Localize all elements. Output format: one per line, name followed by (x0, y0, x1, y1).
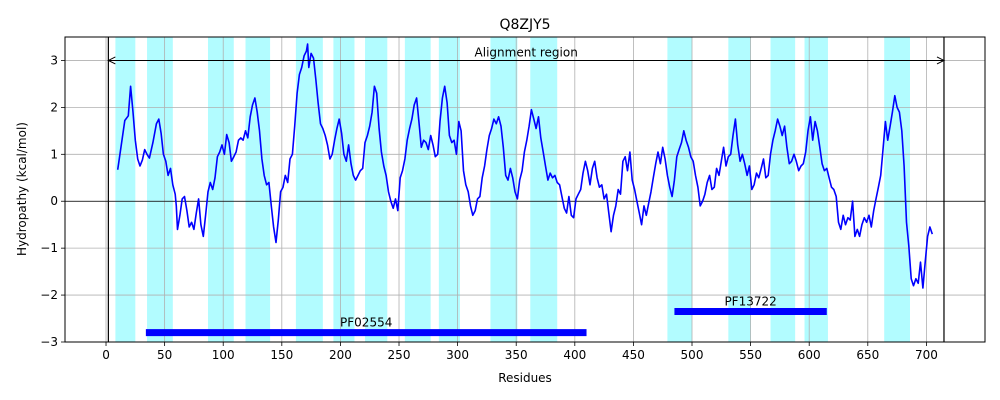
y-tick-label: 0 (50, 194, 58, 208)
region-arrow-head-right (936, 56, 946, 65)
hydrophobic-band (207, 37, 234, 342)
alignment-region-arrow: Alignment region (107, 45, 946, 65)
hydrophobic-band (667, 37, 693, 342)
chart-title: Q8ZJY5 (499, 17, 550, 33)
x-tick-label: 50 (157, 348, 172, 362)
domain-label: PF02554 (340, 316, 392, 330)
y-axis-ticks: −3 −2 −1 0 1 2 3 (40, 53, 65, 349)
x-tick-label: 650 (856, 348, 879, 362)
hydrophobic-band (245, 37, 271, 342)
x-tick-label: 100 (212, 348, 235, 362)
x-tick-label: 450 (622, 348, 645, 362)
y-tick-label: 1 (50, 147, 58, 161)
x-tick-label: 250 (388, 348, 411, 362)
x-tick-label: 0 (102, 348, 110, 362)
hydrophobic-band (490, 37, 518, 342)
region-arrow-head-left (107, 56, 116, 65)
hydrophobic-band (404, 37, 431, 342)
hydropathy-line (116, 43, 934, 289)
x-tick-label: 700 (915, 348, 938, 362)
x-axis-label: Residues (498, 371, 552, 385)
x-tick-label: 150 (270, 348, 293, 362)
alignment-frame-lines (107, 37, 945, 342)
hydrophobic-band (115, 37, 136, 342)
hydrophobic-band (884, 37, 910, 342)
x-tick-label: 200 (329, 348, 352, 362)
x-tick-label: 550 (739, 348, 762, 362)
y-tick-label: −1 (40, 241, 58, 255)
x-tick-label: 300 (446, 348, 469, 362)
y-tick-label: −3 (40, 335, 58, 349)
hydrophobic-band (333, 37, 355, 342)
region-label: Alignment region (475, 45, 578, 59)
hydrophobic-band (770, 37, 796, 342)
y-tick-label: 3 (50, 53, 58, 67)
hydrophobic-band (530, 37, 558, 342)
x-tick-label: 350 (505, 348, 528, 362)
x-axis-ticks: 0 50 100 150 200 250 300 350 400 450 500 550 600 650 7… (102, 342, 938, 362)
x-tick-label: 400 (563, 348, 586, 362)
x-tick-label: 500 (681, 348, 704, 362)
hydrophobic-band (365, 37, 388, 342)
hydrophobic-band (804, 37, 828, 342)
hydrophobic-band (147, 37, 173, 342)
domain-bar (145, 329, 587, 337)
hydrophobic-band (295, 37, 323, 342)
domain-bars: PF02554 PF13722 (145, 295, 827, 337)
y-axis-label: Hydropathy (kcal/mol) (15, 122, 29, 256)
axes-frame (64, 36, 986, 343)
x-tick-label: 600 (798, 348, 821, 362)
y-tick-label: −2 (40, 288, 58, 302)
hydrophobic-bands (115, 37, 910, 342)
hydrophobic-band (728, 37, 751, 342)
domain-label: PF13722 (724, 295, 776, 309)
domain-bar (674, 308, 827, 315)
y-tick-label: 2 (50, 100, 58, 114)
hydrophobic-band (438, 37, 460, 342)
